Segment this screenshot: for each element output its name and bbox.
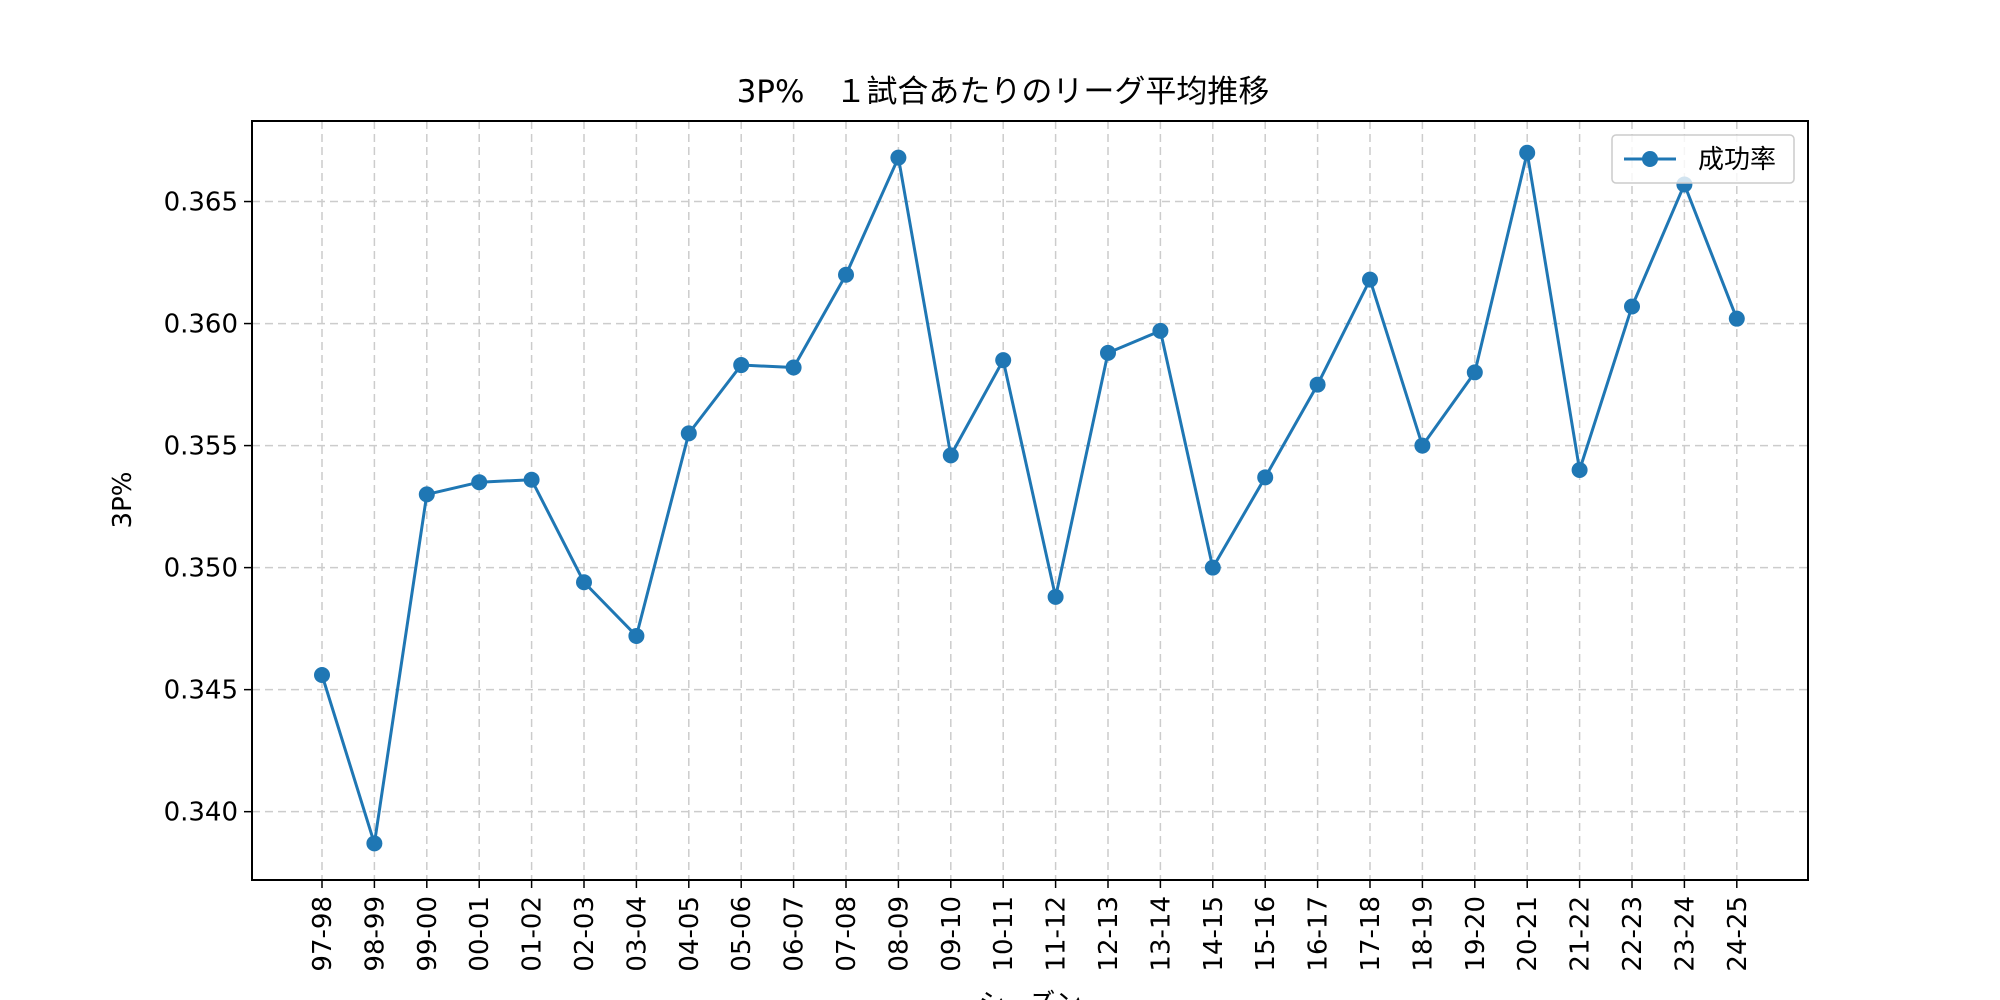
data-point [942, 447, 959, 464]
legend-series-marker [1642, 151, 1658, 167]
data-point [838, 266, 854, 283]
grid [252, 121, 1808, 880]
x-tick-label: 20-21 [1513, 896, 1543, 972]
x-tick-label: 06-07 [780, 896, 810, 972]
legend-series-label: 成功率 [1698, 145, 1776, 175]
x-tick-label: 01-02 [518, 896, 548, 972]
x-tick-label: 11-12 [1042, 896, 1072, 972]
data-point [1257, 469, 1274, 486]
y-tick-label: 0.355 [164, 432, 238, 462]
x-tick-label: 99-00 [413, 896, 443, 972]
x-tick-label: 16-17 [1304, 896, 1334, 972]
x-tick-label: 04-05 [675, 896, 705, 972]
data-point [366, 835, 383, 852]
data-point [1571, 461, 1588, 478]
x-tick-label: 03-04 [622, 896, 652, 972]
y-axis-label: 3P% [108, 472, 138, 529]
x-tick-label: 22-23 [1618, 896, 1648, 972]
x-tick-label: 13-14 [1146, 896, 1176, 972]
y-axis-ticks: 0.340 0.345 0.350 0.355 0.360 0.365 [164, 188, 252, 828]
data-point [1466, 364, 1483, 381]
x-tick-label: 14-15 [1199, 896, 1229, 972]
data-point [733, 357, 750, 374]
x-tick-label: 07-08 [832, 896, 862, 972]
y-tick-label: 0.350 [164, 554, 238, 584]
x-tick-label: 12-13 [1094, 896, 1124, 972]
x-tick-label: 15-16 [1251, 896, 1281, 972]
data-point [576, 574, 592, 591]
data-point [995, 352, 1012, 369]
x-tick-label: 17-18 [1356, 896, 1386, 972]
data-point [1624, 298, 1640, 315]
x-tick-label: 19-20 [1461, 896, 1491, 972]
data-point [785, 359, 802, 376]
x-tick-label: 98-99 [360, 896, 390, 972]
legend: 成功率 [1611, 134, 1795, 184]
x-tick-label: 02-03 [570, 896, 600, 972]
x-axis-label: シーズン [979, 989, 1082, 1000]
data-point [314, 666, 330, 683]
data-point [1414, 437, 1431, 454]
data-point [1047, 588, 1064, 605]
y-tick-label: 0.345 [164, 676, 238, 706]
plot-frame [251, 120, 1809, 881]
y-tick-label: 0.365 [164, 188, 238, 218]
data-point [1100, 344, 1116, 361]
data-point [1362, 271, 1378, 288]
data-point [418, 486, 435, 503]
x-tick-label: 97-98 [308, 896, 338, 972]
data-point [890, 149, 907, 166]
x-tick-label: 00-01 [465, 896, 495, 972]
x-tick-label: 05-06 [727, 896, 757, 972]
legend-box [1611, 134, 1795, 184]
data-point [680, 425, 697, 442]
x-tick-label: 10-11 [989, 896, 1019, 972]
chart-title: 3P% １試合あたりのリーグ平均推移 [737, 74, 1270, 110]
x-tick-label: 08-09 [884, 896, 914, 972]
x-tick-label: 21-22 [1566, 896, 1596, 972]
x-axis-ticks: 97-98 98-99 99-00 00-01 01-02 02-03 03-04 04-05… [308, 880, 1753, 972]
data-point [1728, 310, 1745, 327]
data-point [1204, 559, 1221, 576]
data-point [628, 627, 645, 644]
x-tick-label: 18-19 [1408, 896, 1438, 972]
y-tick-label: 0.340 [164, 798, 238, 828]
data-point [523, 471, 540, 488]
x-tick-label: 23-24 [1670, 896, 1700, 972]
series-line [320, 151, 1739, 845]
x-tick-label: 24-25 [1723, 896, 1753, 972]
series-layer [314, 144, 1745, 852]
data-point [1309, 376, 1326, 393]
x-tick-label: 09-10 [937, 896, 967, 972]
y-tick-label: 0.360 [164, 310, 238, 340]
data-point [1152, 322, 1169, 339]
data-point [471, 474, 488, 491]
data-point [1519, 144, 1536, 161]
